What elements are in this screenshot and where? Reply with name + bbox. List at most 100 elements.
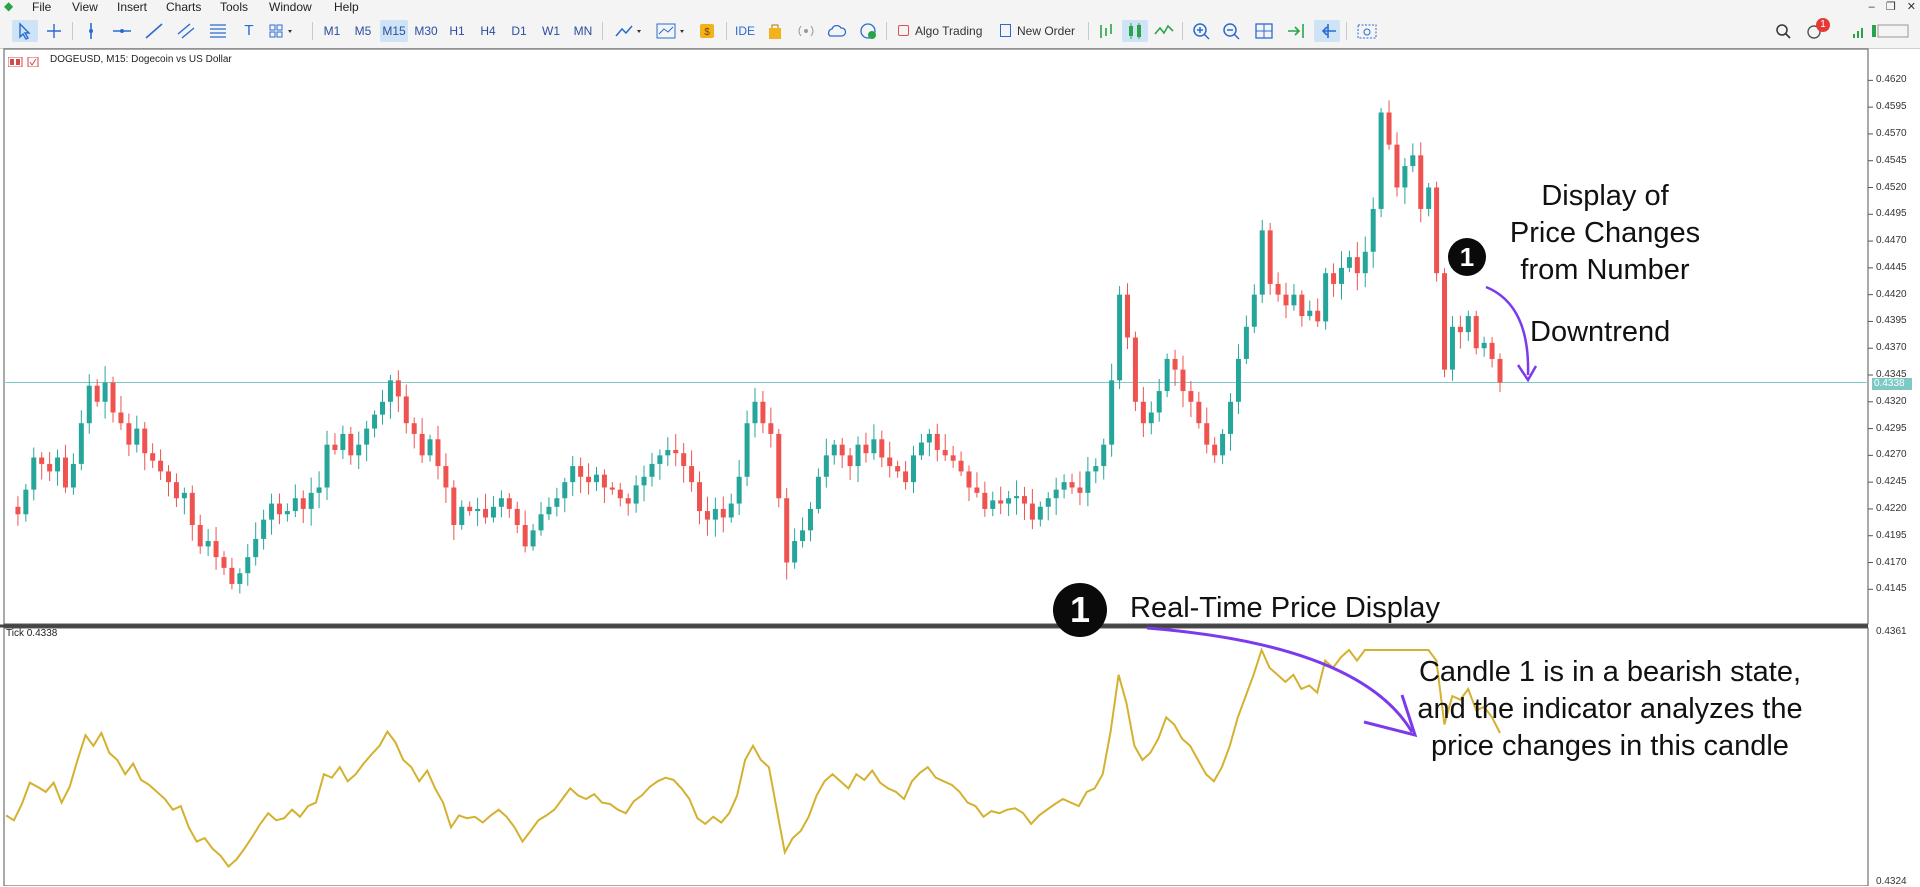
timeframe-m1[interactable]: M1 (323, 24, 341, 38)
candle-body (895, 466, 901, 472)
candle-body (1291, 294, 1297, 306)
candle-body (1251, 294, 1257, 327)
candle-body (1172, 358, 1178, 370)
menu-insert[interactable]: Insert (117, 0, 148, 14)
timeframe-mn[interactable]: MN (573, 24, 593, 38)
candle-body (1426, 187, 1432, 209)
svg-text:$: $ (704, 27, 710, 38)
new-order-button[interactable]: New Order (996, 20, 1084, 42)
candle-body (887, 457, 893, 467)
candle-body (514, 508, 520, 525)
candle-body (110, 382, 116, 413)
screenshot-icon[interactable] (1354, 20, 1380, 42)
algo-trading-button[interactable]: Algo Trading (894, 20, 1000, 42)
zoom-in-icon[interactable] (1190, 20, 1214, 42)
candle-body (1196, 401, 1202, 424)
price-axis-tick: 0.4145 (1876, 583, 1907, 595)
close-icon[interactable]: ✕ (1906, 1, 1916, 13)
candle-body (815, 476, 821, 509)
timeframe-m15[interactable]: M15 (380, 20, 408, 42)
candle-body (47, 463, 53, 472)
restore-icon[interactable]: ❐ (1885, 1, 1896, 13)
candle-body (871, 439, 877, 454)
timeframe-w1[interactable]: W1 (542, 24, 560, 38)
candle-body (1275, 283, 1281, 295)
candle-body (1077, 487, 1083, 493)
candle-body (1029, 503, 1035, 520)
auto-scroll-icon[interactable] (1284, 20, 1310, 42)
candle-body (197, 525, 203, 547)
timeframe-h1[interactable]: H1 (449, 24, 465, 38)
toolbar: T M1 M5 M15 M30 H1 H4 D1 W1 MN $ IDE Alg… (0, 14, 1920, 49)
candle-body (1243, 326, 1249, 359)
candle-body (1362, 251, 1368, 274)
chart-shift-icon[interactable] (1314, 20, 1340, 42)
algo-trading-icon (898, 25, 909, 36)
connection-status-icon (1870, 20, 1914, 42)
timeframe-m5[interactable]: M5 (354, 24, 372, 38)
candle-body (562, 482, 568, 499)
vertical-line-icon[interactable] (80, 20, 102, 42)
fibonacci-icon[interactable] (206, 20, 230, 42)
notifications-icon[interactable]: 1 (1802, 18, 1830, 42)
cursor-tool-icon[interactable] (12, 20, 38, 42)
candle-body (340, 433, 346, 450)
new-order-icon (1000, 24, 1011, 37)
zoom-out-icon[interactable] (1220, 20, 1244, 42)
bar-chart-icon[interactable] (1094, 20, 1118, 42)
candle-body (934, 433, 940, 450)
candle-body (23, 489, 29, 515)
vps-cloud-icon[interactable] (824, 20, 848, 42)
timeframe-h4[interactable]: H4 (480, 24, 496, 38)
minimize-icon[interactable]: – (1868, 1, 1875, 13)
candle-body (1283, 294, 1289, 306)
notification-badge: 1 (1816, 18, 1830, 32)
price-axis-tick: 0.4520 (1876, 181, 1907, 193)
candle-body (1156, 391, 1162, 413)
shapes-dropdown-icon[interactable] (266, 20, 298, 42)
candle-body (221, 557, 227, 568)
horizontal-line-icon[interactable] (110, 20, 134, 42)
tile-windows-icon[interactable] (1252, 20, 1276, 42)
candle-body (1204, 423, 1210, 445)
market-bag-icon[interactable] (764, 20, 786, 42)
channel-icon[interactable] (174, 20, 198, 42)
menu-file[interactable]: File (32, 0, 52, 14)
candle-body (443, 466, 449, 488)
trendline-icon[interactable] (142, 20, 166, 42)
ide-button[interactable]: IDE (734, 24, 755, 38)
indicators-dropdown-icon[interactable] (654, 20, 690, 42)
candle-body (181, 492, 187, 499)
candle-body (142, 428, 148, 454)
menu-charts[interactable]: Charts (166, 0, 202, 14)
menu-tools[interactable]: Tools (220, 0, 249, 14)
timeframe-d1[interactable]: D1 (511, 24, 527, 38)
menu-window[interactable]: Window (269, 0, 312, 14)
candle-body (974, 487, 980, 493)
candle-body (498, 498, 504, 507)
menu-view[interactable]: View (72, 0, 98, 14)
candle-body (166, 471, 172, 483)
text-tool-icon[interactable]: T (244, 22, 254, 39)
chart-add-icon[interactable] (856, 20, 880, 42)
candle-body (554, 498, 560, 507)
signals-icon[interactable] (794, 20, 818, 42)
tick-indicator-line (5, 647, 1501, 868)
candle-body (245, 557, 251, 574)
candle-body (593, 474, 599, 483)
candle-body (435, 439, 441, 467)
menu-help[interactable]: Help (334, 0, 359, 14)
candle-body (617, 489, 623, 499)
price-icon[interactable]: $ (696, 20, 718, 42)
line-chart-icon[interactable] (1152, 20, 1176, 42)
candlestick-icon[interactable] (1122, 20, 1148, 42)
search-icon[interactable] (1772, 20, 1794, 42)
timeframe-m30[interactable]: M30 (414, 24, 438, 38)
candle-body (752, 401, 758, 424)
candle-body (855, 444, 861, 467)
crosshair-icon[interactable] (42, 20, 66, 42)
candle-body (1101, 444, 1107, 467)
chart-type-dropdown-icon[interactable] (612, 20, 646, 42)
indicator-label: Tick 0.4338 (6, 628, 58, 639)
